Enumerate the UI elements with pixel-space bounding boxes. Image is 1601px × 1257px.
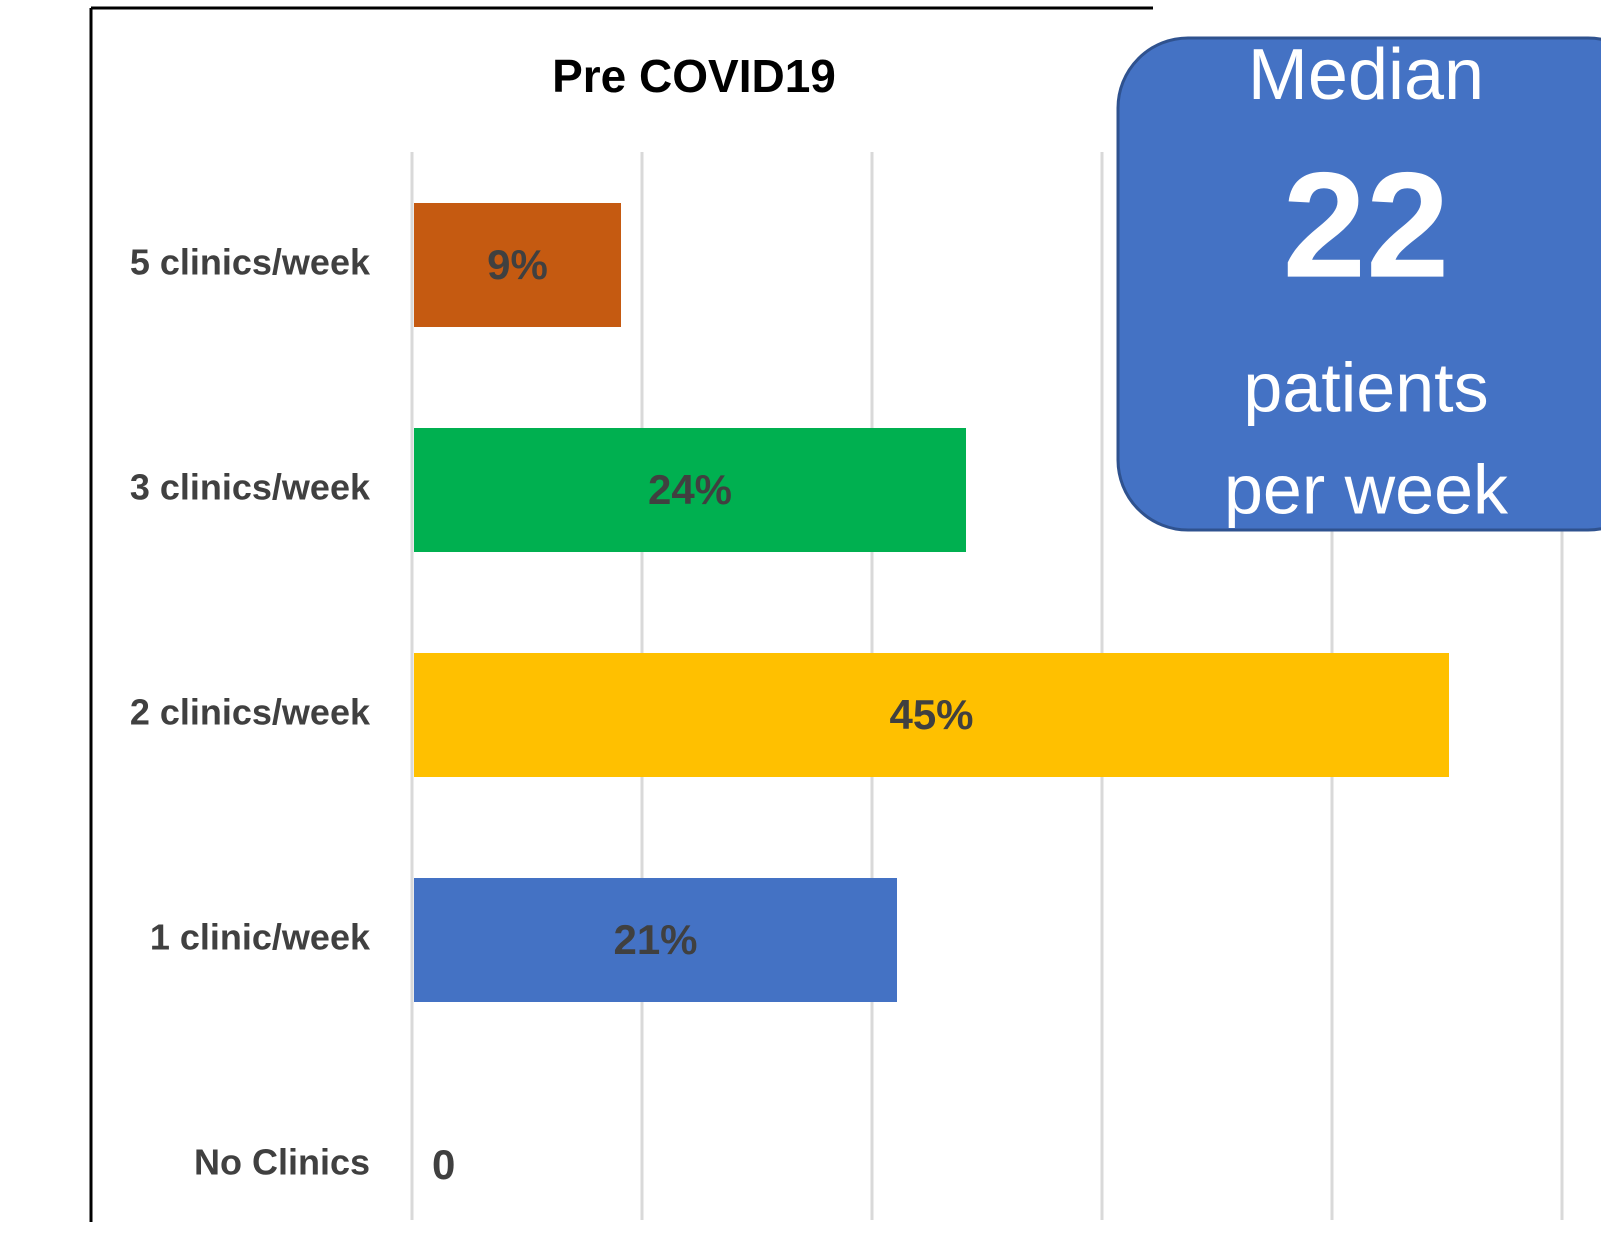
bar [414,203,621,327]
value-label: 21% [613,916,697,963]
y-tick-label: No Clinics [194,1142,370,1183]
annotation-text: 22 [1283,141,1450,309]
y-tick-label: 3 clinics/week [130,467,371,508]
annotation-box [1116,36,1601,532]
value-label: 45% [889,691,973,738]
value-label: 9% [487,241,548,288]
y-tick-label: 1 clinic/week [150,917,371,958]
y-tick-label: 5 clinics/week [130,242,371,283]
annotation-text: Median [1248,35,1484,115]
bar [414,878,897,1002]
value-label: 24% [648,466,732,513]
y-tick-label: 2 clinics/week [130,692,371,733]
bar [414,428,966,552]
annotation-text: patients [1243,348,1488,426]
bar [414,653,1449,777]
annotation-text: per week [1224,450,1509,528]
chart-title: Pre COVID19 [552,50,836,102]
value-label: 0 [432,1141,455,1188]
